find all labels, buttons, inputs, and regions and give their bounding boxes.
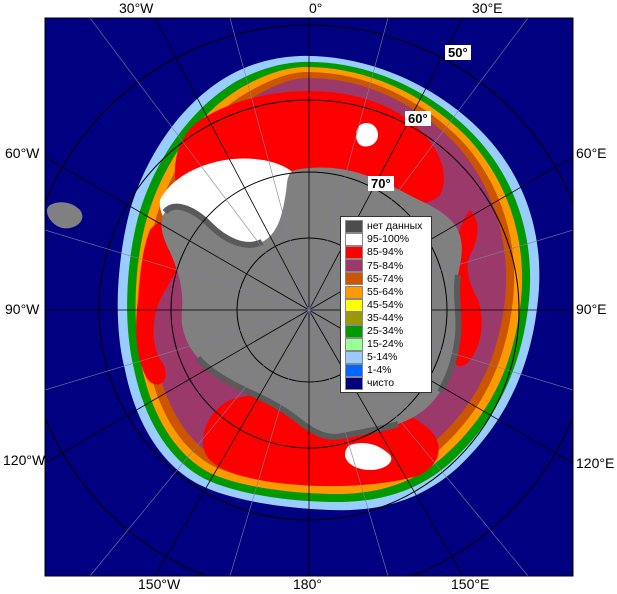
legend-item: 25-34% xyxy=(341,324,431,338)
legend-item: 65-74% xyxy=(341,272,431,286)
legend-item: 1-4% xyxy=(341,364,431,378)
lon-label-0: 0° xyxy=(309,0,323,16)
legend-label: 15-24% xyxy=(367,338,404,351)
ice-band-95-100 xyxy=(345,443,392,470)
legend-item: 5-14% xyxy=(341,350,431,364)
legend-swatch xyxy=(345,337,363,351)
legend-swatch xyxy=(345,220,363,234)
legend-item: 45-54% xyxy=(341,298,431,312)
legend-label: 35-44% xyxy=(367,311,404,324)
lat-label-70: 70° xyxy=(368,176,394,191)
legend-label: 85-94% xyxy=(367,246,404,259)
legend-swatch xyxy=(345,246,363,260)
lon-label-90e: 90°E xyxy=(576,301,607,317)
legend-item: чисто xyxy=(341,377,431,391)
lon-label-90w: 90°W xyxy=(5,301,40,317)
legend-swatch xyxy=(345,233,363,247)
legend-swatch xyxy=(345,272,363,286)
legend-label: 75-84% xyxy=(367,259,404,272)
legend-item: нет данных xyxy=(341,220,431,234)
continent-coast-shadow xyxy=(162,203,462,440)
legend-swatch xyxy=(345,285,363,299)
legend-label: 5-14% xyxy=(367,351,398,364)
legend-swatch xyxy=(345,324,363,338)
legend-label: нет данных xyxy=(367,220,423,233)
legend-label: 25-34% xyxy=(367,325,404,338)
legend-label: 1-4% xyxy=(367,364,392,377)
legend-label: чисто xyxy=(367,377,395,390)
longitude-grid xyxy=(45,18,573,576)
map-frame xyxy=(44,17,574,577)
lon-label-60w: 60°W xyxy=(5,145,40,161)
legend-swatch xyxy=(345,377,363,391)
legend-item: 85-94% xyxy=(341,246,431,260)
legend-item: 15-24% xyxy=(341,337,431,351)
legend-swatch xyxy=(345,350,363,364)
legend-swatch xyxy=(345,364,363,378)
legend-item: 55-64% xyxy=(341,285,431,299)
lon-label-30w: 30°W xyxy=(119,0,154,16)
lon-label-120w: 120°W xyxy=(3,452,46,468)
ice-band-85-94 xyxy=(136,221,183,385)
legend-swatch xyxy=(345,298,363,312)
legend-swatch xyxy=(345,259,363,273)
lat-label-60: 60° xyxy=(405,111,431,126)
lon-label-60e: 60°E xyxy=(576,145,607,161)
legend-label: 95-100% xyxy=(367,233,410,246)
legend-item: 35-44% xyxy=(341,311,431,325)
ice-band-95-100 xyxy=(356,123,378,147)
south-america-land xyxy=(46,202,83,229)
lon-label-30e: 30°E xyxy=(472,0,503,16)
legend-item: 95-100% xyxy=(341,233,431,247)
lat-label-50: 50° xyxy=(445,45,471,60)
lon-label-150e: 150°E xyxy=(451,576,490,592)
legend-item: 75-84% xyxy=(341,259,431,273)
lon-label-120e: 120°E xyxy=(576,455,615,471)
ice-concentration-legend: нет данных 95-100% 85-94% 75-84% 65-74% 55-64… xyxy=(340,216,432,394)
legend-swatch xyxy=(345,311,363,325)
legend-label: 65-74% xyxy=(367,272,404,285)
lon-label-150w: 150°W xyxy=(138,576,181,592)
legend-label: 55-64% xyxy=(367,285,404,298)
lon-label-180: 180° xyxy=(293,576,322,592)
legend-label: 45-54% xyxy=(367,298,404,311)
